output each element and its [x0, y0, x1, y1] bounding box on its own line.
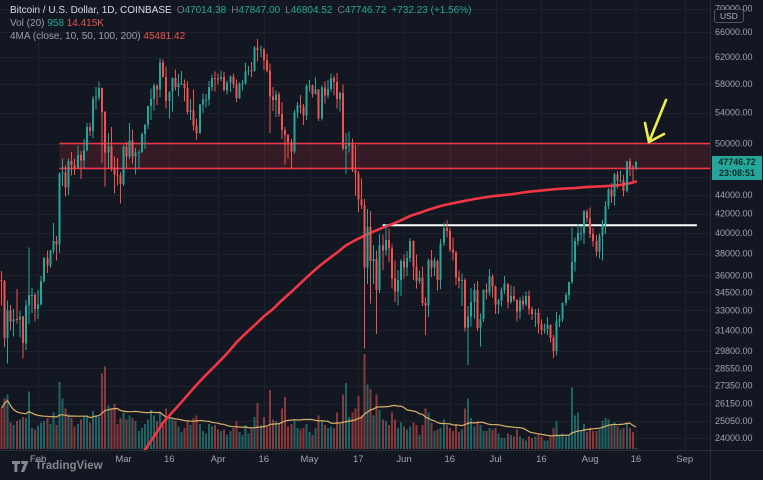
svg-text:Jul: Jul — [490, 454, 502, 465]
svg-text:Apr: Apr — [211, 454, 226, 465]
svg-text:Mar: Mar — [115, 454, 131, 465]
high-label: H — [231, 5, 239, 16]
svg-text:16: 16 — [445, 454, 456, 465]
close-label: C — [337, 5, 345, 16]
svg-text:38000.00: 38000.00 — [715, 249, 753, 259]
volume-bars — [0, 353, 637, 449]
chart-legend: Bitcoin / U.S. Dollar, 1D, COINBASE O4701… — [10, 4, 471, 43]
high-value: 47847.00 — [238, 5, 281, 16]
tradingview-brand-text: TradingView — [35, 460, 103, 472]
volume-current-value: 958 — [47, 18, 64, 29]
svg-text:40000.00: 40000.00 — [715, 228, 753, 238]
bar-close-countdown: 23:08:51 — [718, 168, 756, 178]
svg-text:Sep: Sep — [676, 454, 693, 465]
volume-ma-value: 14.415K — [66, 18, 104, 29]
time-axis-labels[interactable]: Feb Mar 16 Apr 16 May 17 Jun 16 Jul 16 Aug 16 Sep — [30, 454, 693, 465]
svg-text:May: May — [301, 454, 319, 465]
ma-indicator-label[interactable]: 4MA (close, 10, 50, 100, 200) — [10, 31, 141, 42]
svg-text:27350.00: 27350.00 — [715, 381, 753, 391]
tradingview-logo-icon — [12, 460, 29, 472]
change-value: +732.23 (+1.56%) — [391, 5, 472, 16]
svg-text:24000.00: 24000.00 — [715, 433, 753, 443]
candles-layer — [0, 39, 637, 365]
svg-text:36000.00: 36000.00 — [715, 270, 753, 280]
svg-text:Jun: Jun — [396, 454, 411, 465]
svg-text:17: 17 — [353, 454, 364, 465]
svg-text:70000.00: 70000.00 — [715, 4, 753, 14]
low-value: 46804.52 — [290, 5, 333, 16]
last-price-label: 47746.72 23:08:51 — [712, 156, 762, 180]
svg-text:34500.00: 34500.00 — [715, 288, 753, 298]
svg-text:66000.00: 66000.00 — [715, 27, 753, 37]
close-value: 47746.72 — [344, 5, 387, 16]
volume-ma-line — [0, 399, 637, 437]
currency-toggle-button[interactable]: USD — [714, 9, 744, 23]
low-label: L — [285, 5, 291, 16]
svg-text:Aug: Aug — [582, 454, 599, 465]
supply-zone[interactable] — [59, 142, 710, 170]
arrow-annotation[interactable] — [643, 98, 668, 144]
tradingview-logo[interactable]: TradingView — [12, 460, 103, 472]
svg-text:42000.00: 42000.00 — [715, 209, 753, 219]
ma200-line — [143, 180, 638, 452]
svg-text:50000.00: 50000.00 — [715, 139, 753, 149]
svg-text:44000.00: 44000.00 — [715, 190, 753, 200]
svg-text:16: 16 — [164, 454, 175, 465]
svg-text:33000.00: 33000.00 — [715, 305, 753, 315]
svg-text:Feb: Feb — [30, 454, 46, 465]
last-price-value: 47746.72 — [718, 157, 756, 167]
svg-text:54000.00: 54000.00 — [715, 108, 753, 118]
svg-text:16: 16 — [536, 454, 547, 465]
svg-text:62000.00: 62000.00 — [715, 52, 753, 62]
symbol-row: Bitcoin / U.S. Dollar, 1D, COINBASE O4701… — [10, 4, 471, 17]
svg-text:58000.00: 58000.00 — [715, 79, 753, 89]
volume-indicator-row: Vol (20) 958 14.415K — [10, 17, 471, 30]
ma-indicator-row: 4MA (close, 10, 50, 100, 200) 45481.42 — [10, 30, 471, 43]
price-axis-labels[interactable]: 70000.00 66000.00 62000.00 58000.00 54000.00… — [715, 4, 753, 444]
svg-text:25050.00: 25050.00 — [715, 416, 753, 426]
svg-text:26150.00: 26150.00 — [715, 399, 753, 409]
svg-text:31400.00: 31400.00 — [715, 325, 753, 335]
volume-indicator-label[interactable]: Vol (20) — [10, 18, 45, 29]
symbol-title[interactable]: Bitcoin / U.S. Dollar, 1D, COINBASE — [10, 5, 172, 16]
svg-text:28550.00: 28550.00 — [715, 363, 753, 373]
svg-text:16: 16 — [631, 454, 642, 465]
open-label: O — [176, 5, 185, 16]
svg-text:16: 16 — [259, 454, 270, 465]
ma-indicator-value: 45481.42 — [143, 31, 186, 42]
open-value: 47014.38 — [184, 5, 227, 16]
svg-text:29800.00: 29800.00 — [715, 346, 753, 356]
